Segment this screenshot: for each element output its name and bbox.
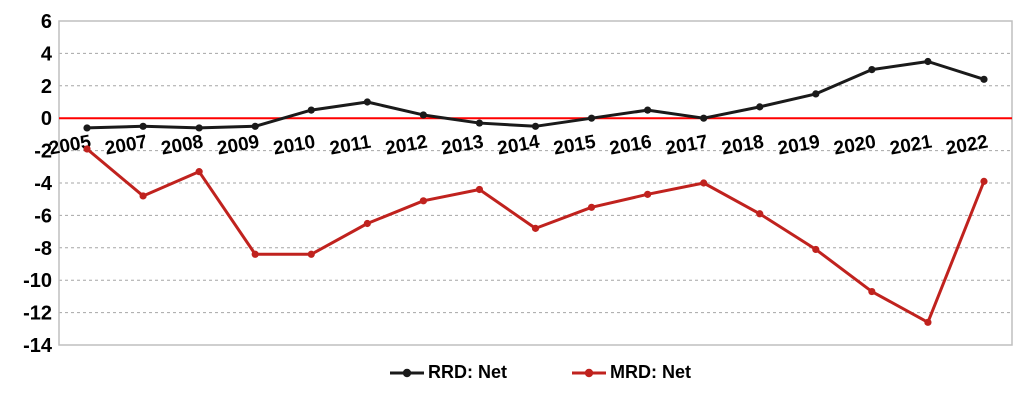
- rrd-data-point: [644, 106, 652, 114]
- x-axis-tick-label: 2022: [944, 132, 989, 160]
- x-axis-tick-label: 2008: [160, 132, 205, 160]
- y-axis-tick-label: -10: [23, 270, 52, 292]
- rrd-data-point: [587, 114, 596, 122]
- mrd-data-point: [363, 219, 371, 228]
- x-axis-tick-label: 2009: [216, 132, 261, 160]
- mrd-series-line: [85, 147, 986, 324]
- mrd-data-point: [812, 245, 820, 254]
- mrd-data-point: [419, 197, 427, 205]
- mrd-data-point: [531, 224, 540, 232]
- mrd-line-marker-icon: [572, 368, 606, 377]
- mrd-data-point: [980, 177, 988, 185]
- x-axis-tick-label: 2011: [328, 132, 373, 160]
- mrd-data-point: [83, 145, 91, 153]
- x-axis-tick-label: 2007: [103, 132, 148, 160]
- mrd-data-point: [868, 287, 876, 296]
- rrd-line-marker-icon: [390, 368, 424, 377]
- rrd-data-point: [531, 122, 540, 130]
- y-axis-tick-label: -8: [34, 238, 52, 260]
- rrd-data-point: [251, 122, 259, 130]
- rrd-data-point: [195, 124, 203, 132]
- mrd-data-point: [644, 190, 652, 198]
- mrd-legend-label: MRD: Net: [610, 362, 691, 382]
- x-axis-tick-label: 2010: [272, 132, 317, 160]
- mrd-data-point: [700, 179, 708, 187]
- mrd-data-point: [139, 192, 147, 200]
- mrd-data-point: [475, 185, 484, 194]
- x-axis-tick-label: 2017: [664, 132, 709, 160]
- rrd-data-point: [475, 119, 484, 127]
- x-axis-tick-label: 2019: [776, 132, 821, 160]
- x-axis-tick-label: 2015: [552, 131, 598, 159]
- x-axis-tick-label: 2020: [832, 132, 877, 160]
- rrd-data-point: [700, 114, 708, 122]
- mrd-data-point: [587, 203, 596, 211]
- x-axis-tick-label: 2014: [496, 131, 542, 159]
- rrd-data-point: [419, 111, 427, 119]
- rrd-data-point: [812, 90, 820, 98]
- x-axis-tick-label: 2016: [608, 132, 653, 160]
- y-axis-tick-label: -12: [23, 303, 52, 325]
- rrd-data-point: [868, 66, 876, 74]
- plot-frame: [58, 20, 1013, 346]
- legend-item-rrd: RRD: Net: [389, 362, 507, 383]
- y-axis-tick-label: 6: [41, 11, 52, 33]
- y-axis-tick-label: -4: [34, 173, 53, 195]
- y-axis-tick-label: 4: [41, 43, 53, 65]
- legend: RRD: Net MRD: Net: [0, 362, 1024, 383]
- y-axis-tick-label: 2: [41, 76, 52, 98]
- mrd-data-point: [756, 210, 764, 218]
- y-axis-tick-label: -6: [34, 205, 52, 227]
- legend-item-mrd: MRD: Net: [571, 362, 691, 383]
- rrd-data-point: [980, 75, 988, 83]
- rrd-data-point: [363, 98, 371, 106]
- x-axis-tick-label: 2013: [440, 132, 485, 160]
- rrd-legend-label: RRD: Net: [428, 362, 507, 382]
- x-axis-tick-label: 2012: [384, 132, 429, 160]
- x-axis-tick-label: 2018: [720, 132, 765, 160]
- mrd-data-point: [251, 250, 259, 258]
- rrd-data-point: [924, 57, 932, 66]
- y-axis-tick-label: 0: [41, 108, 52, 130]
- rrd-data-point: [307, 106, 315, 114]
- mrd-data-point: [195, 168, 203, 176]
- y-axis-tick-label: -2: [34, 141, 52, 163]
- mrd-data-point: [924, 318, 932, 326]
- x-axis-tick-label: 2021: [888, 131, 934, 159]
- rrd-data-point: [756, 103, 764, 111]
- y-axis-tick-label: -14: [23, 335, 53, 357]
- rrd-data-point: [83, 124, 91, 132]
- mrd-data-point: [307, 250, 315, 258]
- rrd-data-point: [139, 122, 147, 130]
